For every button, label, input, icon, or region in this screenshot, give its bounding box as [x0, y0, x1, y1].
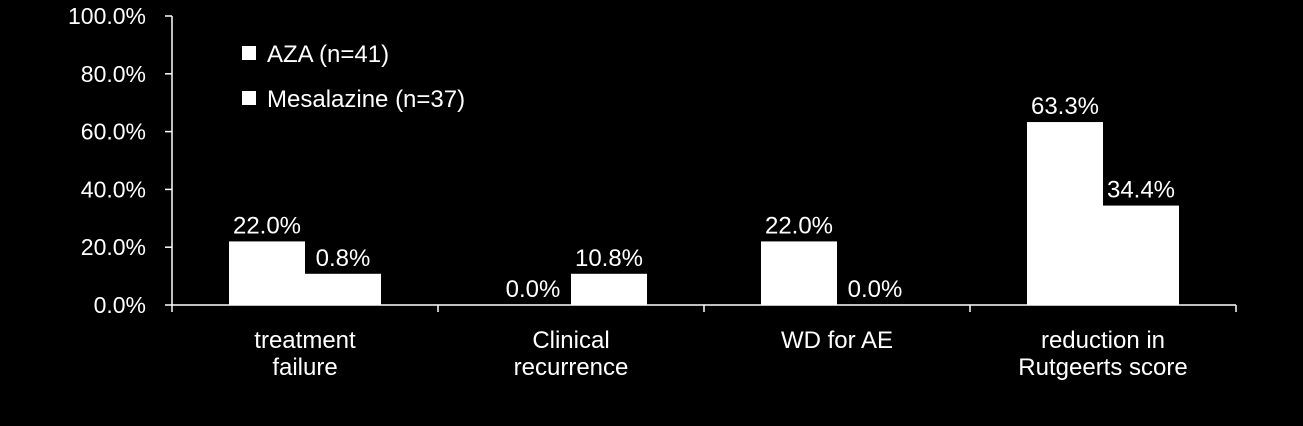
y-tick-label: 40.0%	[81, 176, 146, 202]
data-label: 63.3%	[1031, 93, 1099, 120]
chart-data-labels: 22.0% 0.0% 22.0% 63.3% 0.8% 10.8% 0.0% 34.4%	[233, 93, 1175, 303]
data-label: 22.0%	[765, 212, 833, 239]
x-category-label: treatment	[254, 327, 356, 354]
data-label: 0.0%	[848, 276, 903, 303]
y-tick-label: 20.0%	[81, 234, 146, 260]
bar-mesalazine	[571, 273, 647, 305]
x-category-label: recurrence	[514, 354, 629, 381]
chart-axes: 0.0% 20.0% 40.0% 60.0% 80.0% 100.0% treatmentf…	[68, 3, 1237, 381]
legend-swatch	[242, 91, 256, 105]
bar-aza	[1027, 122, 1103, 305]
legend-label: Mesalazine (n=37)	[267, 86, 465, 113]
bar-mesalazine	[1103, 205, 1179, 305]
x-category-label: failure	[272, 354, 337, 381]
bar-aza	[761, 241, 837, 305]
y-tick-label: 80.0%	[81, 61, 146, 87]
legend-swatch	[242, 46, 256, 60]
data-label: 22.0%	[233, 212, 301, 239]
y-tick-label: 60.0%	[81, 119, 146, 145]
data-label: 0.0%	[506, 276, 561, 303]
x-category-label: Clinical	[532, 327, 609, 354]
y-tick-label: 0.0%	[94, 292, 146, 318]
bar-mesalazine	[305, 273, 381, 305]
y-tick-label: 100.0%	[68, 3, 146, 29]
x-category-label: Rutgeerts score	[1018, 354, 1187, 381]
data-label: 10.8%	[575, 245, 643, 272]
data-label: 34.4%	[1107, 177, 1175, 204]
x-category-label: reduction in	[1041, 327, 1165, 354]
bar-aza	[229, 241, 305, 305]
legend-label: AZA (n=41)	[267, 41, 389, 68]
chart-legend: AZA (n=41) Mesalazine (n=37)	[242, 41, 465, 113]
chart-bars	[229, 122, 1179, 305]
data-label: 0.8%	[316, 245, 371, 272]
x-category-label: WD for AE	[781, 327, 893, 354]
